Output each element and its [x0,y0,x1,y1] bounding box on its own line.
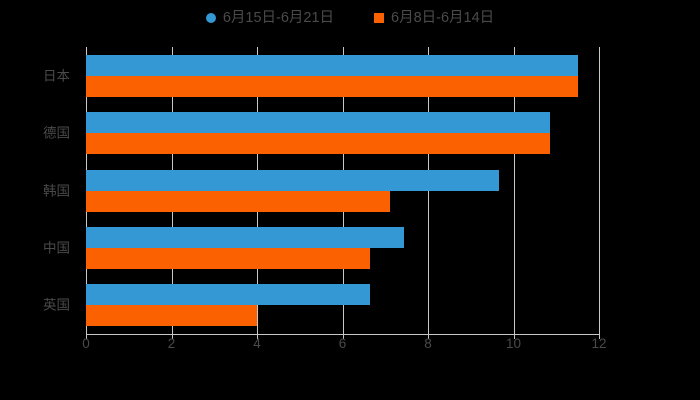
x-axis-label-7: 12 [591,336,607,351]
y-axis-label-5: 英国 [43,297,70,313]
y-axis-label-1: 日本 [43,67,70,83]
legend-marker-square-icon [374,13,385,23]
legend-label-series-2: 6月8日-6月14日 [391,9,495,26]
bar-英国-series-2[interactable] [86,305,257,327]
y-axis-labels: 日本德国韩国中国英国 [0,47,78,334]
x-axis-label-5: 8 [424,336,432,351]
bar-韩国-series-2[interactable] [86,190,390,212]
x-axis-tick [513,334,515,339]
y-axis-label-2: 德国 [43,125,70,141]
x-axis-tick [599,334,600,339]
x-axis-tick [428,334,429,339]
bar-德国-series-2[interactable] [86,133,550,155]
x-axis-tick [342,334,344,339]
legend-label-series-1: 6月15日-6月21日 [222,9,335,26]
chart-legend: 6月15日-6月21日 6月8日-6月14日 [0,6,700,30]
gridline [599,47,600,334]
gridline [428,47,429,334]
x-axis-tick [257,334,258,339]
x-axis-label-6: 10 [505,336,522,351]
x-axis-tick [86,334,87,339]
y-axis-label-3: 韩国 [43,182,70,198]
x-axis-label-3: 4 [253,336,261,351]
y-axis-label-4: 中国 [43,240,70,256]
gridline [513,47,515,334]
x-axis-label-4: 6 [338,336,347,351]
legend-marker-circle-icon [205,13,216,23]
bar-韩国-series-1[interactable] [86,169,499,191]
x-axis-label-1: 0 [82,336,90,351]
x-axis-labels: 0 2 4 6 8 10 12 [82,336,606,357]
plot-area [86,47,600,339]
bar-中国-series-2[interactable] [86,247,371,269]
bar-日本-series-2[interactable] [86,75,578,97]
bar-英国-series-1[interactable] [86,284,371,306]
legend-item-series-2[interactable]: 6月8日-6月14日 [374,11,494,26]
x-axis-tick [171,334,173,339]
legend-item-series-1[interactable]: 6月15日-6月21日 [205,9,335,26]
bar-中国-series-1[interactable] [86,226,405,248]
x-axis-label-2: 2 [167,336,176,351]
bar-德国-series-1[interactable] [86,112,550,134]
bar-日本-series-1[interactable] [86,54,578,76]
